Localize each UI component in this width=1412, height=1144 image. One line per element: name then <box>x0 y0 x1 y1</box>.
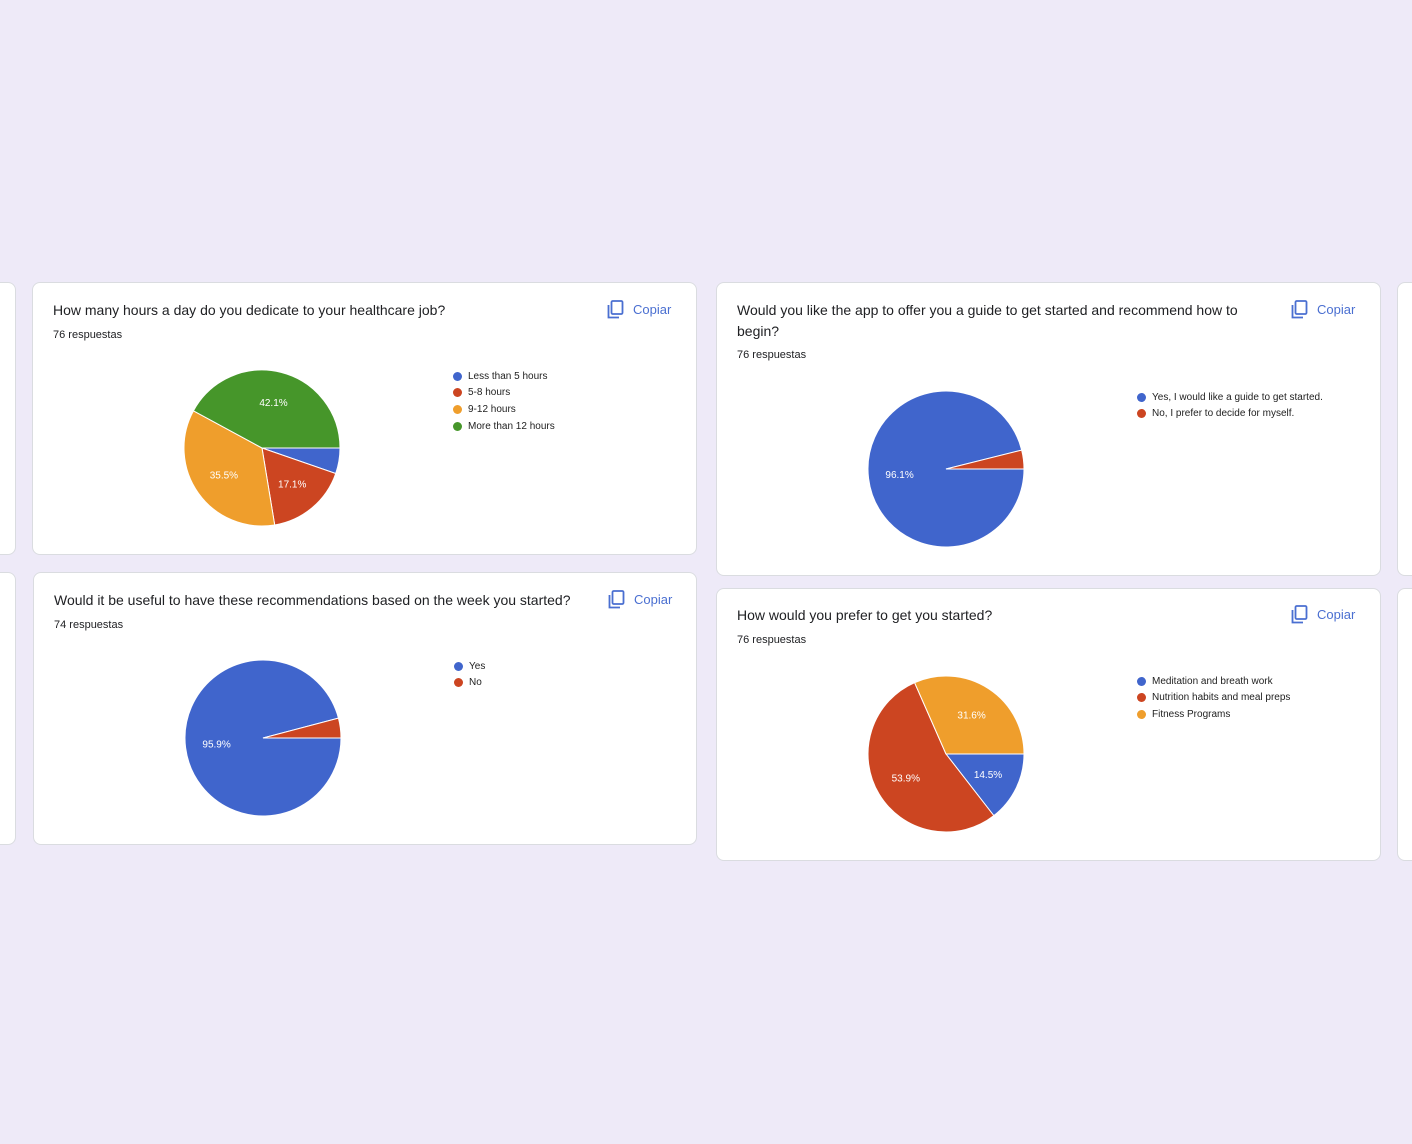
slice-label: 42.1% <box>259 398 287 409</box>
question-card-recommendations: Would it be useful to have these recomme… <box>33 572 697 845</box>
legend-item: 5-8 hours <box>453 385 555 402</box>
slice-label: 17.1% <box>278 479 306 490</box>
pie-slice <box>945 449 1025 470</box>
legend-swatch <box>454 678 463 688</box>
pie-slice <box>867 681 995 833</box>
pie-slice <box>192 369 341 449</box>
legend-label: Fitness Programs <box>1152 708 1231 720</box>
pie-slice <box>262 717 342 739</box>
copy-label: Copiar <box>1317 607 1356 622</box>
pie-chart: 17.1% 35.5% 42.1% <box>183 369 341 527</box>
legend-item: No <box>454 675 485 692</box>
legend-label: Less than 5 hours <box>468 370 548 382</box>
legend-swatch <box>453 404 462 414</box>
copy-icon <box>1291 300 1308 319</box>
question-card-guide: Would you like the app to offer you a gu… <box>716 282 1381 576</box>
right-card-edge-bottom <box>1397 588 1412 861</box>
slice-label: 35.5% <box>210 471 238 482</box>
legend-swatch <box>1137 709 1146 719</box>
slice-label: 53.9% <box>892 773 920 784</box>
legend-label: Yes, I would like a guide to get started… <box>1152 391 1323 403</box>
chart-legend: Yes No <box>454 658 485 691</box>
legend-label: More than 12 hours <box>468 420 555 432</box>
left-card-edge-top <box>0 282 16 555</box>
legend-item: Yes <box>454 658 485 675</box>
legend-label: No, I prefer to decide for myself. <box>1152 408 1295 420</box>
response-count: 76 respuestas <box>53 329 123 341</box>
legend-swatch <box>1137 409 1146 419</box>
legend-swatch <box>454 661 463 671</box>
legend-item: More than 12 hours <box>453 418 555 435</box>
legend-label: Meditation and breath work <box>1152 675 1273 687</box>
legend-item: 9-12 hours <box>453 401 555 418</box>
left-card-edge-bottom <box>0 572 16 845</box>
question-title: How would you prefer to get you started? <box>737 607 993 623</box>
slice-label: 96.1% <box>885 470 913 481</box>
question-card-hours: How many hours a day do you dedicate to … <box>32 282 697 555</box>
copy-label: Copiar <box>1317 302 1356 317</box>
legend-swatch <box>1137 676 1146 686</box>
pie-slice <box>944 753 1025 817</box>
legend-item: Nutrition habits and meal preps <box>1137 690 1290 707</box>
legend-label: Yes <box>469 660 486 672</box>
response-count: 74 respuestas <box>54 619 124 631</box>
slice-label: 31.6% <box>957 710 985 721</box>
legend-swatch <box>453 388 462 398</box>
legend-item: Meditation and breath work <box>1137 673 1290 690</box>
copy-icon <box>608 590 625 609</box>
pie-chart: 14.5% 53.9% 31.6% <box>867 675 1025 833</box>
legend-swatch <box>1137 693 1146 703</box>
legend-swatch <box>453 371 462 381</box>
response-count: 76 respuestas <box>737 349 807 361</box>
copy-icon <box>1291 605 1308 624</box>
question-title: Would you like the app to offer you a gu… <box>737 302 1238 339</box>
pie-slice <box>913 675 1025 755</box>
legend-item: Less than 5 hours <box>453 368 555 385</box>
question-title: How many hours a day do you dedicate to … <box>53 302 446 318</box>
pie-chart: 96.1% <box>867 390 1025 548</box>
question-title: Would it be useful to have these recomme… <box>54 592 571 608</box>
copy-button[interactable]: Copiar <box>1291 300 1355 319</box>
copy-icon <box>607 300 624 319</box>
legend-swatch <box>1137 392 1146 402</box>
legend-item: Fitness Programs <box>1137 706 1290 723</box>
legend-label: 9-12 hours <box>468 403 516 415</box>
legend-item: Yes, I would like a guide to get started… <box>1137 389 1323 406</box>
slice-label: 14.5% <box>974 770 1002 781</box>
response-count: 76 respuestas <box>737 634 807 646</box>
copy-button[interactable]: Copiar <box>607 300 671 319</box>
legend-label: Nutrition habits and meal preps <box>1152 692 1291 704</box>
copy-button[interactable]: Copiar <box>608 590 672 609</box>
copy-button[interactable]: Copiar <box>1291 605 1355 624</box>
chart-legend: Yes, I would like a guide to get started… <box>1137 389 1323 422</box>
chart-legend: Less than 5 hours 5-8 hours 9-12 hours M… <box>453 368 555 434</box>
legend-swatch <box>453 421 462 431</box>
pie-slice <box>183 410 276 527</box>
legend-label: No <box>469 677 482 689</box>
pie-slice <box>261 447 337 526</box>
legend-item: No, I prefer to decide for myself. <box>1137 406 1323 423</box>
pie-chart: 95.9% <box>184 659 342 817</box>
slice-label: 95.9% <box>202 740 230 751</box>
copy-label: Copiar <box>634 592 673 607</box>
right-card-edge-top <box>1397 282 1412 576</box>
question-card-preference: How would you prefer to get you started?… <box>716 588 1381 861</box>
legend-label: 5-8 hours <box>468 387 511 399</box>
chart-legend: Meditation and breath work Nutrition hab… <box>1137 673 1290 723</box>
copy-label: Copiar <box>633 302 672 317</box>
